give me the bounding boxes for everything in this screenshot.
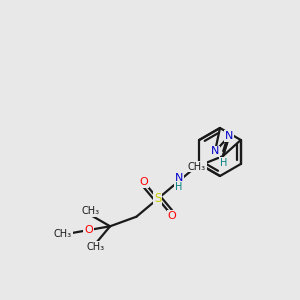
Text: CH₃: CH₃: [82, 206, 100, 216]
Text: N: N: [211, 146, 219, 157]
Text: N: N: [175, 173, 183, 183]
Text: S: S: [154, 192, 161, 205]
Text: CH₃: CH₃: [188, 161, 206, 172]
Text: H: H: [175, 182, 182, 192]
Text: CH₃: CH₃: [54, 229, 72, 239]
Text: O: O: [139, 177, 148, 187]
Text: CH₃: CH₃: [87, 242, 105, 252]
Text: N: N: [225, 131, 233, 141]
Text: O: O: [84, 225, 93, 235]
Text: H: H: [220, 158, 227, 167]
Text: O: O: [168, 211, 176, 220]
